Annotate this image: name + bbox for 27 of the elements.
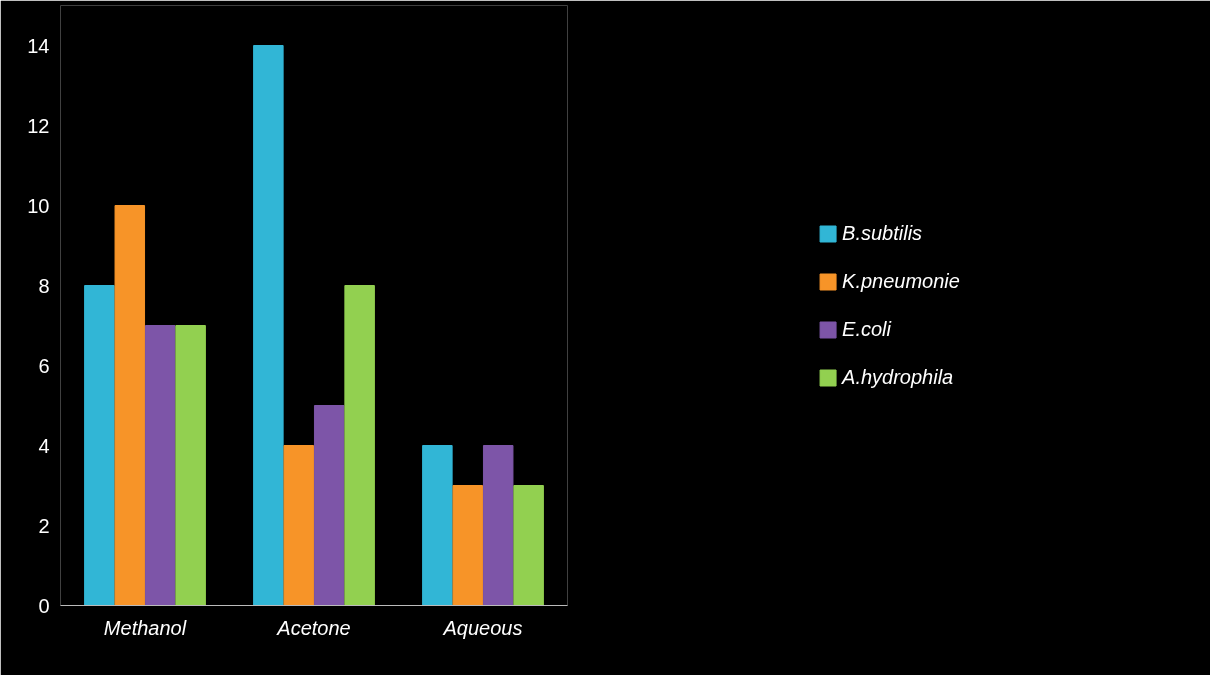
bar: [422, 445, 453, 606]
bar: [175, 325, 206, 606]
y-tick-label: 2: [38, 514, 50, 537]
x-tick-label: Acetone: [276, 616, 351, 639]
bar: [144, 325, 176, 606]
x-tick-label: Methanol: [103, 616, 187, 639]
bar: [253, 45, 284, 606]
bar: [513, 485, 544, 606]
y-tick-label: 4: [38, 434, 50, 457]
y-tick-label: 6: [38, 354, 50, 377]
bar: [313, 405, 345, 606]
legend-label: A.hydrophila: [842, 365, 954, 389]
y-tick-label: 10: [27, 194, 50, 217]
legend-label: K.pneumonie: [842, 269, 960, 293]
bar: [84, 285, 115, 606]
bar: [283, 445, 315, 606]
bar: [114, 205, 146, 606]
y-tick-label: 14: [27, 34, 50, 57]
y-tick-label: 0: [38, 594, 50, 617]
legend-label: B.subtilis: [842, 221, 923, 245]
y-tick-label: 12: [27, 114, 50, 137]
x-tick-label: Aqueous: [442, 616, 523, 639]
bar: [344, 285, 375, 606]
bar: [482, 445, 514, 606]
legend-label: E.coli: [842, 317, 891, 341]
bar: [452, 485, 484, 606]
y-tick-label: 8: [38, 274, 50, 297]
